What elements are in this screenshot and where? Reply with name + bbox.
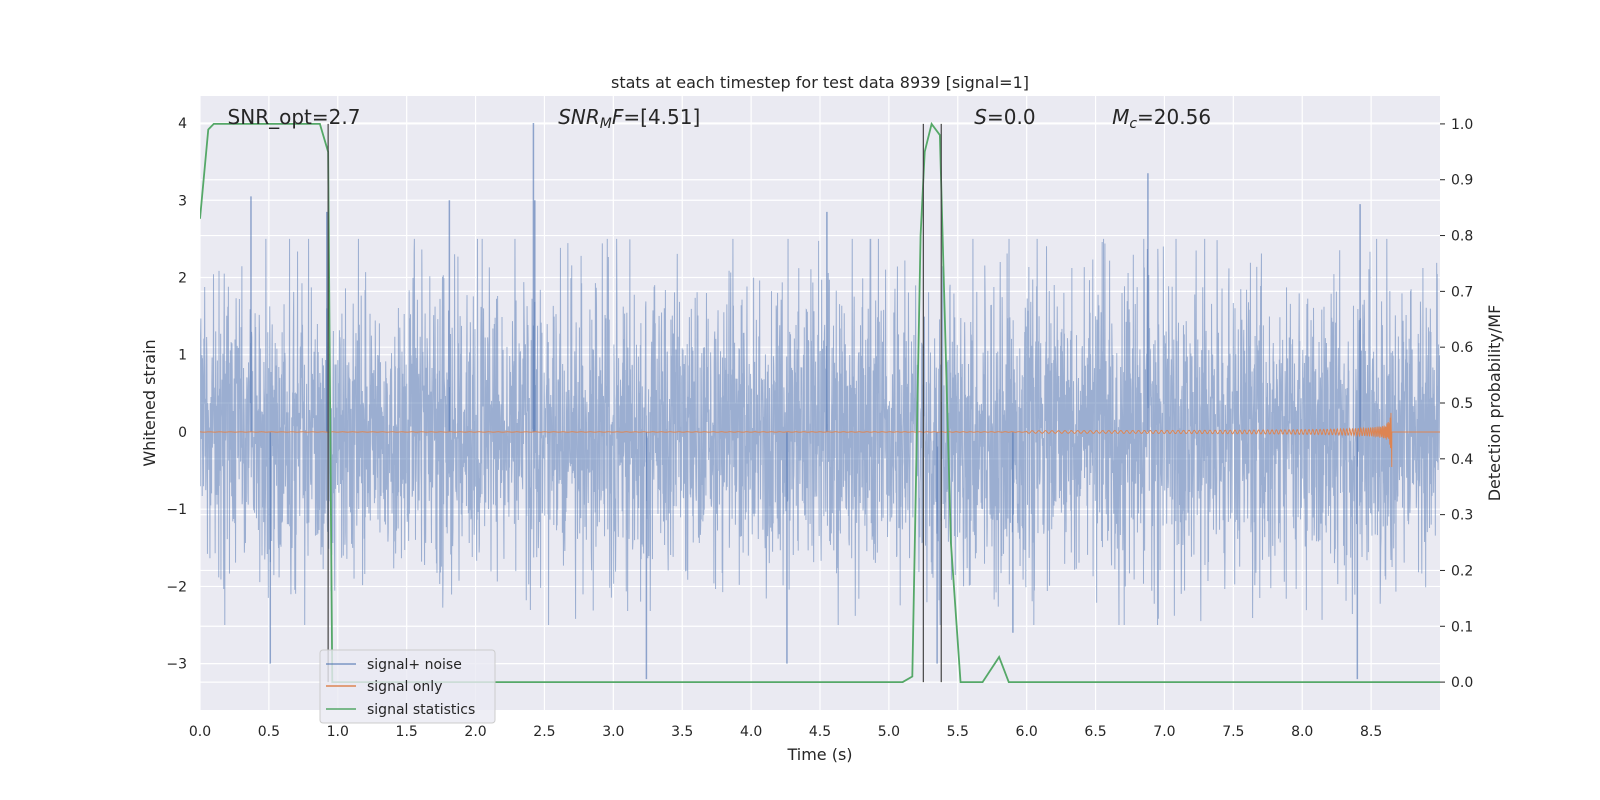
y-tick-label: −3: [166, 657, 187, 673]
legend-label-statistics: signal statistics: [367, 702, 475, 718]
signal-statistics-line: [200, 121, 1440, 683]
x-tick-label: 4.5: [809, 724, 831, 740]
y2-tick-label: 0.4: [1451, 452, 1473, 468]
y2-tick-label: 0.6: [1451, 340, 1473, 356]
x-tick-label: 5.0: [878, 724, 900, 740]
annotation-part: c: [1129, 116, 1137, 132]
annotation-part: SNR_opt=2.7: [228, 105, 361, 129]
annotation-part: =[4.51]: [623, 105, 700, 129]
x-tick-label: 6.0: [1016, 724, 1038, 740]
y2-tick-label: 0.8: [1451, 229, 1473, 245]
y-tick-label: 2: [178, 270, 187, 286]
legend: signal+ noise signal only signal statist…: [319, 649, 496, 724]
y2-axis-label: Detection probability/MF: [1485, 305, 1504, 502]
annotation-part: SNR: [558, 105, 600, 129]
annotations: SNR_opt=2.7 SNRMF=[4.51] S=0.0 Mc=20.56: [228, 105, 1212, 132]
legend-label-signal: signal only: [367, 679, 442, 695]
y2-tick-label: 0.3: [1451, 508, 1473, 524]
y-tick-label: −1: [166, 502, 187, 518]
x-tick-label: 2.0: [464, 724, 486, 740]
legend-box: [319, 649, 496, 724]
annotation-part: M: [1112, 105, 1129, 129]
y2-tick-label: 0.0: [1451, 675, 1473, 691]
x-tick-label: 4.0: [740, 724, 762, 740]
y2-tick-label: 0.9: [1451, 173, 1473, 189]
annotation-text: S=0.0: [974, 105, 1035, 129]
annotation-text: SNRMF=[4.51]: [558, 105, 700, 132]
x-tick-label: 3.0: [602, 724, 624, 740]
chart-title: stats at each timestep for test data 893…: [611, 73, 1029, 92]
x-tick-label: 7.5: [1222, 724, 1244, 740]
annotation-part: F: [612, 105, 624, 129]
x-tick-label: 3.5: [671, 724, 693, 740]
x-tick-label: 0.0: [189, 724, 211, 740]
noise-trace: [200, 238, 1440, 626]
annotation-part: =0.0: [987, 105, 1036, 129]
annotation-text: Mc=20.56: [1112, 105, 1211, 132]
x-tick-label: 0.5: [258, 724, 280, 740]
y2-tick-label: 1.0: [1451, 117, 1473, 133]
y2-tick-label: 0.1: [1451, 619, 1473, 635]
x-tick-label: 8.5: [1360, 724, 1382, 740]
signal-only-line: [200, 412, 1440, 468]
y-tick-label: 1: [178, 348, 187, 364]
y-tick-label: 3: [178, 193, 187, 209]
y-axis-label: Whitened strain: [140, 339, 159, 466]
legend-label-noise: signal+ noise: [367, 657, 462, 673]
y2-tick-label: 0.7: [1451, 284, 1473, 300]
annotation-part: M: [600, 116, 612, 132]
x-tick-label: 2.5: [533, 724, 555, 740]
series-layer: [200, 121, 1440, 683]
x-tick-label: 8.0: [1291, 724, 1313, 740]
annotation-part: =20.56: [1137, 105, 1211, 129]
x-tick-label: 1.0: [327, 724, 349, 740]
y-tick-label: 0: [178, 425, 187, 441]
y2-tick-label: 0.5: [1451, 396, 1473, 412]
x-tick-label: 7.0: [1153, 724, 1175, 740]
x-axis-label: Time (s): [786, 745, 852, 764]
ticks: 0.0 0.5 1.0 1.5 2.0 2.5 3.0 3.5 4.0 4.5 5.0 5.5 6.0 6…: [166, 116, 1473, 740]
x-tick-label: 1.5: [396, 724, 418, 740]
x-tick-label: 6.5: [1084, 724, 1106, 740]
annotation-text: SNR_opt=2.7: [228, 105, 361, 129]
y-tick-label: 4: [178, 116, 187, 132]
annotation-part: S: [974, 105, 987, 129]
y2-tick-label: 0.2: [1451, 563, 1473, 579]
y-tick-label: −2: [166, 579, 187, 595]
x-tick-label: 5.5: [947, 724, 969, 740]
